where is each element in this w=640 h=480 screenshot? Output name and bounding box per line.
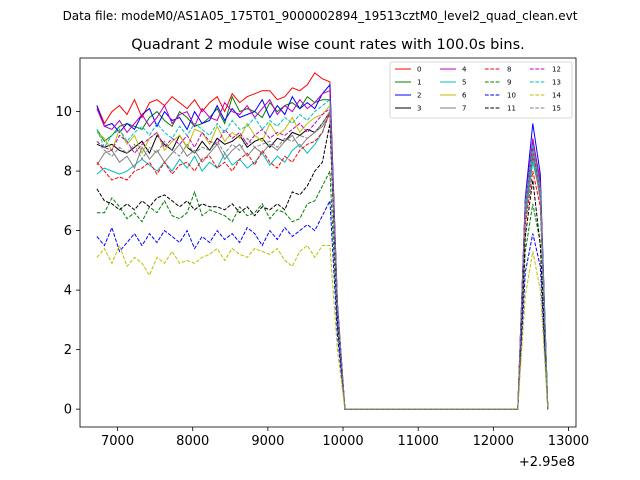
x-tick-label: 9000 [251, 434, 284, 449]
series-line-13 [96, 98, 549, 410]
x-tick-label: 10000 [322, 434, 363, 449]
series-line-7 [96, 112, 549, 410]
y-tick-label: 2 [64, 343, 72, 358]
x-tick-label: 12000 [473, 434, 514, 449]
legend-label-3: 3 [417, 105, 421, 113]
y-tick-label: 0 [64, 403, 72, 418]
figure-suptitle: Data file: modeM0/AS1A05_175T01_90000028… [63, 9, 578, 23]
legend-label-9: 9 [507, 79, 511, 87]
series-line-11 [96, 123, 549, 410]
legend-label-11: 11 [507, 105, 516, 113]
x-tick-label: 13000 [548, 434, 589, 449]
series-line-1 [96, 95, 549, 410]
plot-area [96, 72, 549, 410]
x-axis-offset-label: +2.95e8 [519, 455, 575, 470]
series-line-6 [96, 104, 549, 410]
x-tick-label: 8000 [176, 434, 209, 449]
legend-label-8: 8 [507, 66, 511, 74]
legend-label-4: 4 [462, 66, 467, 74]
series-line-9 [96, 169, 549, 410]
series-line-2 [96, 83, 549, 410]
legend-label-6: 6 [462, 92, 467, 100]
series-line-3 [96, 109, 549, 410]
series-line-14 [96, 244, 549, 410]
legend-label-12: 12 [552, 66, 561, 74]
legend-label-5: 5 [462, 79, 466, 87]
x-tick-label: 11000 [398, 434, 439, 449]
legend-label-14: 14 [552, 92, 561, 100]
chart-title: Quadrant 2 module wise count rates with … [131, 37, 525, 53]
series-line-4 [96, 89, 549, 410]
series-line-8 [96, 111, 549, 410]
legend-label-15: 15 [552, 105, 561, 113]
y-tick-label: 6 [64, 224, 72, 239]
series-line-15 [96, 109, 549, 410]
legend-label-10: 10 [507, 92, 516, 100]
legend-label-1: 1 [417, 79, 421, 87]
legend-label-13: 13 [552, 79, 561, 87]
legend-label-2: 2 [417, 92, 421, 100]
legend-label-7: 7 [462, 105, 466, 113]
series-line-10 [96, 198, 549, 410]
legend-label-0: 0 [417, 66, 421, 74]
y-tick-label: 10 [55, 105, 72, 120]
axes-frame [79, 57, 577, 428]
series-line-12 [96, 107, 549, 410]
y-tick-label: 8 [64, 165, 72, 180]
y-tick-label: 4 [64, 284, 72, 299]
x-tick-label: 7000 [101, 434, 134, 449]
series-line-5 [96, 111, 549, 410]
legend-box [389, 61, 573, 119]
